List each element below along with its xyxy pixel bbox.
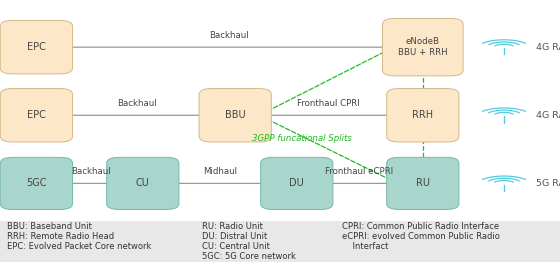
FancyBboxPatch shape [0,221,560,262]
Text: Interfact: Interfact [342,242,388,251]
Text: 5G RAN: 5G RAN [536,179,560,188]
Text: 4G RAN: 4G RAN [536,111,560,120]
FancyBboxPatch shape [1,20,72,74]
Text: RU: RU [416,178,430,188]
FancyBboxPatch shape [386,89,459,142]
Text: Fronthaul CPRI: Fronthaul CPRI [297,99,360,108]
Text: CU: Central Unit: CU: Central Unit [202,242,269,251]
Text: BBU: BBU [225,110,245,120]
Text: Backhaul: Backhaul [118,99,157,108]
Text: eCPRI: evolved Common Public Radio: eCPRI: evolved Common Public Radio [342,232,500,241]
FancyBboxPatch shape [386,157,459,210]
Text: 4G RAN: 4G RAN [536,43,560,52]
Text: CU: CU [136,178,150,188]
Text: RRH: Remote Radio Head: RRH: Remote Radio Head [7,232,114,241]
Text: CPRI: Common Public Radio Interface: CPRI: Common Public Radio Interface [342,222,499,231]
Text: Backhaul: Backhaul [209,31,248,40]
FancyBboxPatch shape [1,157,72,210]
Text: RU: Radio Unit: RU: Radio Unit [202,222,263,231]
Text: eNodeB
BBU + RRH: eNodeB BBU + RRH [398,37,447,57]
Text: Midhaul: Midhaul [203,167,237,176]
Text: 3GPP funcational Splits: 3GPP funcational Splits [253,134,352,143]
Text: EPC: EPC [27,110,46,120]
Text: DU: DU [290,178,304,188]
Text: RRH: RRH [412,110,433,120]
FancyBboxPatch shape [1,89,72,142]
Text: EPC: EPC [27,42,46,52]
Text: EPC: Evolved Packet Core network: EPC: Evolved Packet Core network [7,242,151,251]
FancyBboxPatch shape [106,157,179,210]
FancyBboxPatch shape [199,89,271,142]
Text: Backhaul: Backhaul [71,167,110,176]
Text: Fronthaul eCPRI: Fronthaul eCPRI [325,167,394,176]
FancyBboxPatch shape [261,157,333,210]
Text: DU: Distral Unit: DU: Distral Unit [202,232,267,241]
Text: 5GC: 5G Core network: 5GC: 5G Core network [202,252,296,261]
Text: BBU: Baseband Unit: BBU: Baseband Unit [7,222,92,231]
FancyBboxPatch shape [382,19,463,76]
Text: 5GC: 5GC [26,178,46,188]
